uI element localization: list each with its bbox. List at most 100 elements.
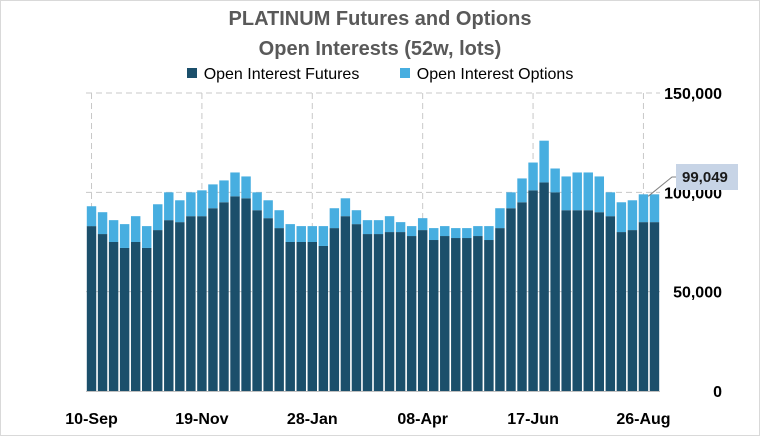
callout-leader: [647, 176, 676, 197]
bar-futures: [583, 210, 593, 391]
bar-futures: [252, 210, 262, 391]
bar-options: [583, 172, 593, 211]
bar-futures: [561, 210, 571, 391]
bar-options: [285, 224, 295, 242]
bar-options: [517, 178, 527, 203]
bar-futures: [164, 220, 174, 391]
bar-futures: [307, 242, 318, 391]
legend-swatch-futures: [186, 67, 197, 78]
bar-futures: [550, 192, 560, 391]
bar-futures: [108, 242, 119, 391]
x-tick-label: 17-Jun: [507, 411, 559, 428]
bar-options: [528, 162, 538, 191]
callout-label: 99,049: [682, 169, 728, 186]
bar-options: [86, 206, 97, 227]
bar-futures: [285, 242, 295, 391]
bar-options: [605, 192, 616, 217]
bar-options: [473, 226, 483, 237]
bar-options: [451, 228, 461, 239]
bar-futures: [241, 198, 251, 391]
bar-options: [197, 190, 207, 217]
bar-futures: [119, 247, 130, 391]
bar-futures: [506, 208, 516, 391]
bar-futures: [638, 222, 649, 391]
bar-futures: [274, 228, 284, 391]
bar-futures: [395, 232, 406, 391]
bar-options: [97, 212, 108, 235]
bar-options: [406, 226, 417, 237]
bar-futures: [440, 236, 450, 391]
bar-options: [241, 176, 251, 199]
bar-futures: [451, 238, 461, 391]
bar-futures: [141, 247, 152, 391]
bar-options: [373, 220, 384, 235]
bar-options: [274, 210, 284, 229]
x-tick-label: 08-Apr: [397, 411, 448, 428]
bar-futures: [86, 226, 97, 391]
bar-futures: [329, 228, 340, 391]
bar-futures: [616, 232, 627, 391]
bar-options: [119, 224, 130, 248]
bar-options: [130, 216, 141, 242]
bar-options: [594, 176, 605, 213]
bar-futures: [484, 240, 494, 391]
bar-futures: [130, 242, 141, 391]
bar-futures: [417, 230, 428, 391]
bar-futures: [351, 224, 362, 391]
bar-options: [296, 226, 306, 242]
bar-futures: [318, 245, 329, 391]
legend: Open Interest Futures Open Interest Opti…: [0, 66, 760, 84]
bars: [86, 140, 660, 391]
legend-item-futures: Open Interest Futures: [186, 66, 360, 84]
bar-options: [329, 208, 340, 229]
y-tick-label: 150,000: [664, 86, 722, 103]
x-tick-label: 28-Jan: [287, 411, 338, 428]
bar-futures: [230, 196, 240, 391]
bar-options: [208, 184, 218, 209]
bar-futures: [406, 236, 417, 391]
bar-options: [649, 194, 660, 223]
bar-options: [484, 226, 494, 241]
bar-options: [627, 200, 638, 231]
bar-futures: [462, 238, 472, 391]
bar-options: [175, 200, 185, 223]
bar-futures: [384, 232, 395, 391]
bar-options: [539, 140, 549, 183]
bar-options: [230, 172, 240, 197]
bar-futures: [197, 216, 207, 391]
bar-options: [638, 194, 649, 223]
bar-futures: [528, 190, 538, 391]
y-tick-label: 0: [713, 384, 722, 401]
y-tick-label: 50,000: [673, 285, 722, 302]
bar-options: [263, 200, 273, 219]
x-tick-label: 19-Nov: [175, 411, 228, 428]
legend-label-options: Open Interest Options: [416, 66, 574, 83]
bar-options: [362, 220, 373, 235]
bar-options: [440, 226, 450, 237]
bar-futures: [517, 202, 527, 391]
bar-options: [550, 168, 560, 193]
bar-futures: [153, 230, 163, 391]
bar-futures: [627, 230, 638, 391]
bar-options: [428, 228, 439, 241]
legend-item-options: Open Interest Options: [399, 66, 574, 84]
legend-label-futures: Open Interest Futures: [203, 66, 360, 83]
bar-futures: [97, 234, 108, 391]
bar-options: [572, 172, 582, 211]
bar-futures: [594, 212, 605, 391]
bar-options: [417, 218, 428, 231]
bar-options: [616, 202, 627, 233]
bar-futures: [175, 222, 185, 391]
x-tick-label: 26-Aug: [616, 411, 670, 428]
last-value-callout: 99,049: [647, 164, 738, 197]
bar-futures: [572, 210, 582, 391]
bar-futures: [495, 228, 505, 391]
bar-options: [153, 204, 163, 231]
bar-options: [307, 226, 318, 242]
callout-box: [676, 164, 738, 190]
chart-title-line1: PLATINUM Futures and Options: [228, 8, 532, 30]
bar-futures: [340, 216, 351, 391]
bar-options: [561, 176, 571, 211]
legend-swatch-options: [399, 67, 410, 78]
